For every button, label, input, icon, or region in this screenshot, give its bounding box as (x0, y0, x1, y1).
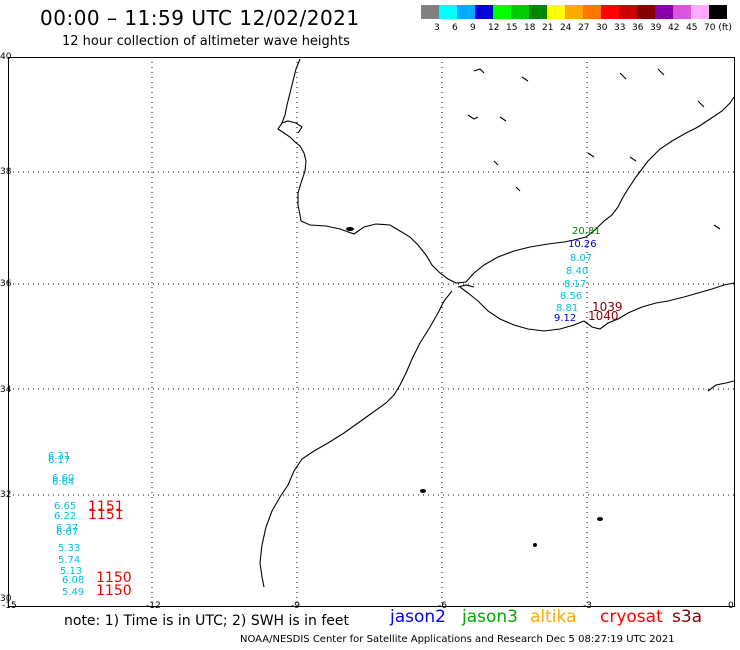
scale-label: 42 (668, 23, 680, 33)
wave-height-label: 1039 (592, 300, 623, 314)
scale-swatch (457, 5, 475, 19)
graticule (8, 57, 735, 607)
wave-height-label: 5.74 (58, 555, 80, 566)
lon-label: -15 (2, 601, 17, 611)
lat-label: 38 (0, 167, 12, 177)
alboran-coast (459, 282, 735, 332)
wave-height-label: 6.65 (54, 501, 76, 512)
wave-height-label: 1151 (88, 499, 124, 515)
lon-label: 0 (728, 601, 734, 611)
wave-height-label: 6.64 (52, 477, 74, 488)
scale-label: 3 (434, 23, 440, 33)
wave-height-label: 6.08 (62, 575, 84, 586)
scale-swatch (547, 5, 565, 19)
morocco-coast (259, 290, 453, 588)
scale-swatch (475, 5, 493, 19)
lat-label: 40 (0, 52, 12, 62)
wave-height-label: 6.31 (48, 451, 70, 462)
lat-label: 30 (0, 594, 12, 604)
scale-label: 27 (578, 23, 590, 33)
wave-height-label: 5.13 (60, 566, 82, 577)
wave-height-label: 9.12 (554, 313, 576, 324)
scale-swatch (439, 5, 457, 19)
lat-label: 32 (0, 490, 12, 500)
scale-swatch (421, 5, 439, 19)
scale-swatch (493, 5, 511, 19)
wave-height-label: 20.81 (572, 226, 601, 237)
scale-swatch (673, 5, 691, 19)
wave-height-label: 6.37 (56, 523, 78, 534)
scale-label: 70 (ft) (704, 23, 732, 33)
wave-height-label: 1151 (88, 507, 124, 523)
wave-height-label: 6.22 (54, 511, 76, 522)
scale-swatch (529, 5, 547, 19)
scale-swatch (655, 5, 673, 19)
scale-label: 33 (614, 23, 626, 33)
islands (346, 227, 603, 547)
wave-height-label: 5.49 (62, 587, 84, 598)
scale-swatch (601, 5, 619, 19)
map-area: 6.316.17 6.606.64 6.656.226.376.07 5.335.74… (8, 57, 735, 607)
scale-label: 45 (686, 23, 698, 33)
scale-label: 6 (452, 23, 458, 33)
scale-label: 39 (650, 23, 662, 33)
page-title: 00:00 – 11:59 UTC 12/02/2021 (40, 6, 360, 30)
scale-swatch (691, 5, 709, 19)
scale-label: 24 (560, 23, 572, 33)
wave-height-label: 8.07 (570, 253, 592, 264)
wave-height-label: 1040 (588, 309, 619, 323)
wave-height-label: 6.17 (48, 455, 70, 466)
page-subtitle: 12 hour collection of altimeter wave hei… (62, 34, 350, 49)
note-text: note: 1) Time is in UTC; 2) SWH is in fe… (64, 613, 350, 629)
legend-cryosat: cryosat (600, 607, 663, 627)
lon-label: -9 (291, 601, 300, 611)
map-frame (8, 57, 735, 607)
lon-label: -3 (583, 601, 592, 611)
lon-label: -12 (146, 601, 161, 611)
wave-height-label: 1150 (96, 583, 132, 599)
wave-height-label: 5.33 (58, 543, 80, 554)
scale-label: 12 (488, 23, 500, 33)
scale-swatch (619, 5, 637, 19)
scale-swatch (637, 5, 655, 19)
scale-swatch (583, 5, 601, 19)
wave-height-label: 6.07 (56, 527, 78, 538)
lon-label: -6 (438, 601, 447, 611)
iberia-atlantic-coast (277, 58, 735, 284)
wave-height-label: 8.40 (566, 266, 588, 277)
scale-label: 21 (542, 23, 554, 33)
credit-text: NOAA/NESDIS Center for Satellite Applica… (240, 634, 675, 645)
scale-label: 36 (632, 23, 644, 33)
scale-label: 30 (596, 23, 608, 33)
scale-label: 9 (470, 23, 476, 33)
legend-jason2: jason2 (390, 607, 446, 627)
scale-swatch (709, 5, 727, 19)
scale-swatch (511, 5, 529, 19)
observation-labels: 6.316.17 6.606.64 6.656.226.376.07 5.335.74… (48, 226, 623, 599)
algeria-east-coast (707, 380, 735, 392)
coastline (259, 58, 735, 588)
scale-swatch (565, 5, 583, 19)
color-scale: 3 6 9 12 15 18 21 24 27 30 33 36 39 42 4… (421, 5, 732, 35)
legend-s3a: s3a (672, 607, 703, 627)
legend-altika: altika (530, 607, 577, 627)
lat-label: 34 (0, 385, 12, 395)
wave-height-label: 6.60 (52, 473, 74, 484)
wave-height-label: 8.17 (564, 279, 586, 290)
wave-height-label: 10.26 (568, 239, 597, 250)
scale-label: 18 (524, 23, 536, 33)
scale-label: 15 (506, 23, 518, 33)
wave-height-label: 8.56 (560, 291, 582, 302)
wave-height-label: 1150 (96, 570, 132, 586)
lat-label: 36 (0, 279, 12, 289)
tagus-estuary (281, 120, 303, 134)
wave-height-label: 8.81 (556, 303, 578, 314)
legend-jason3: jason3 (462, 607, 518, 627)
